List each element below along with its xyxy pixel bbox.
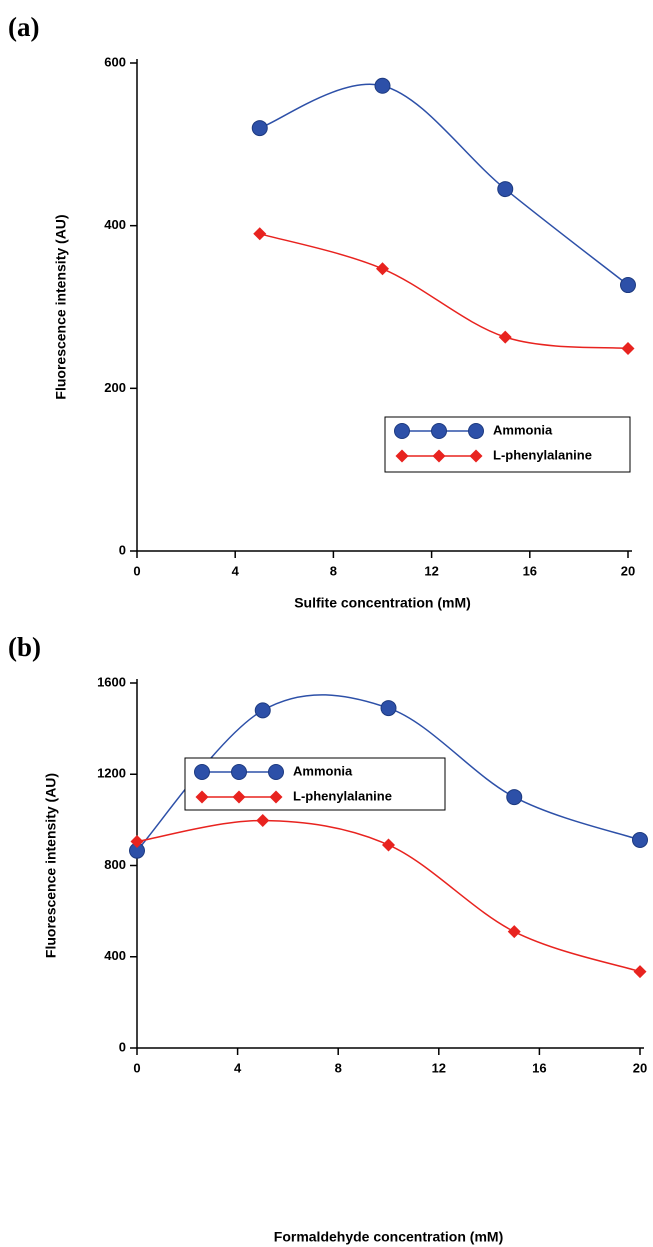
x-tick-label: 16 xyxy=(532,1060,546,1075)
legend-label: L-phenylalanine xyxy=(493,447,592,462)
legend-marker xyxy=(231,764,247,780)
y-tick-label: 0 xyxy=(119,542,126,557)
data-point xyxy=(632,831,648,848)
x-tick-label: 8 xyxy=(330,563,337,578)
y-axis-title: Fluorescence intensity (AU) xyxy=(53,214,69,399)
legend-marker xyxy=(469,449,483,463)
y-tick-label: 200 xyxy=(104,380,126,395)
legend-box xyxy=(384,416,631,473)
legend-marker xyxy=(432,449,446,463)
legend-marker xyxy=(268,764,284,780)
legend-marker xyxy=(395,449,409,463)
legend-marker xyxy=(232,790,246,804)
data-point xyxy=(380,700,397,717)
data-point xyxy=(376,262,389,276)
y-tick-label: 1200 xyxy=(97,766,126,781)
data-point xyxy=(130,835,144,849)
y-axis-title: Fluorescence intensity (AU) xyxy=(43,773,59,958)
x-tick-label: 4 xyxy=(232,563,240,578)
panel-label: (b) xyxy=(8,632,41,662)
y-tick-label: 400 xyxy=(104,948,126,963)
legend-marker xyxy=(468,423,484,439)
x-tick-label: 8 xyxy=(335,1060,342,1075)
x-tick-label: 4 xyxy=(234,1060,242,1075)
data-point xyxy=(506,789,523,806)
legend-label: Ammonia xyxy=(493,422,553,437)
data-point xyxy=(620,277,636,294)
legend-box xyxy=(184,757,446,811)
x-tick-label: 16 xyxy=(523,563,537,578)
y-tick-label: 0 xyxy=(119,1039,126,1054)
x-tick-label: 12 xyxy=(424,563,438,578)
data-point xyxy=(498,330,512,344)
x-axis-title: Sulfite concentration (mM) xyxy=(294,595,471,611)
legend-marker xyxy=(194,764,210,780)
data-point xyxy=(497,181,514,198)
x-axis-title: Formaldehyde concentration (mM) xyxy=(274,1229,503,1245)
data-point xyxy=(621,341,635,355)
data-point xyxy=(633,965,647,979)
legend-marker xyxy=(431,423,447,439)
series-line xyxy=(259,83,629,286)
x-tick-label: 0 xyxy=(133,563,140,578)
legend-marker xyxy=(394,423,410,439)
data-point xyxy=(254,702,271,719)
data-point xyxy=(374,77,391,94)
y-tick-label: 400 xyxy=(104,217,126,232)
data-point xyxy=(507,925,521,939)
y-tick-label: 1600 xyxy=(97,674,126,689)
x-tick-label: 12 xyxy=(432,1060,446,1075)
legend-marker xyxy=(269,790,283,804)
data-point xyxy=(256,814,270,828)
x-tick-label: 0 xyxy=(133,1060,140,1075)
legend-label: L-phenylalanine xyxy=(293,788,392,803)
y-tick-label: 600 xyxy=(104,54,126,69)
x-tick-label: 20 xyxy=(633,1060,647,1075)
panel-label: (a) xyxy=(8,12,39,42)
data-point xyxy=(382,838,395,852)
x-tick-label: 20 xyxy=(621,563,635,578)
data-point xyxy=(251,120,268,137)
series-line xyxy=(259,233,629,350)
legend-marker xyxy=(195,790,209,804)
data-point xyxy=(253,227,267,241)
y-tick-label: 800 xyxy=(104,857,126,872)
legend-label: Ammonia xyxy=(293,763,353,778)
